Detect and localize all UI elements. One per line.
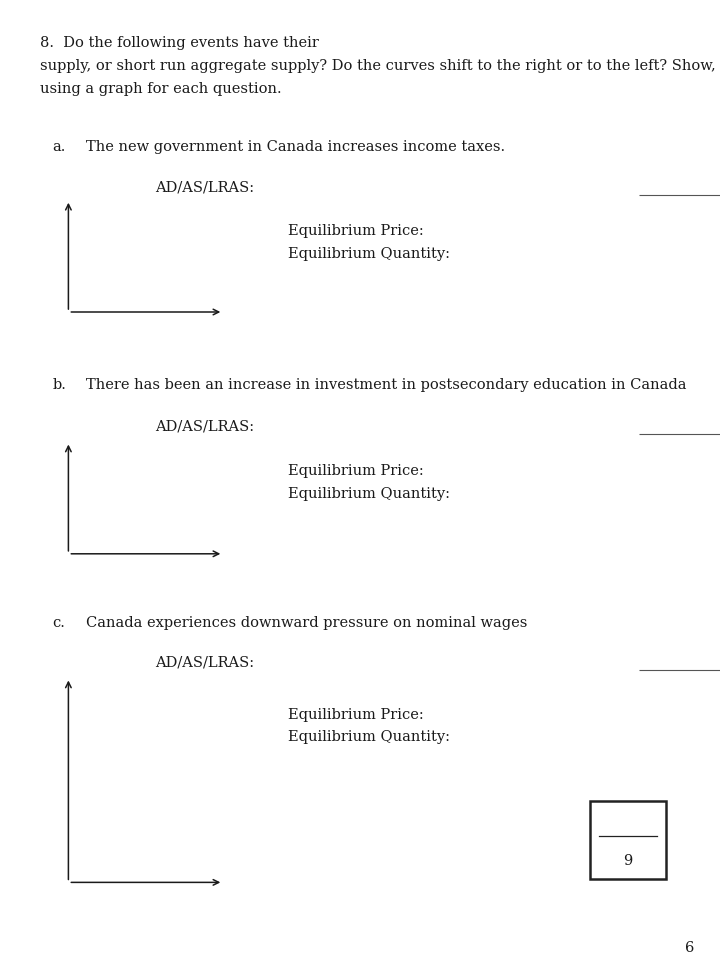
Text: 8.  Do the following events have their: 8. Do the following events have their — [40, 36, 323, 50]
Text: Equilibrium Quantity:: Equilibrium Quantity: — [288, 730, 450, 744]
Text: Equilibrium Quantity:: Equilibrium Quantity: — [288, 487, 450, 500]
Text: a.: a. — [53, 140, 66, 154]
Text: supply, or short run aggregate supply? Do the curves shift to the right or to th: supply, or short run aggregate supply? D… — [40, 58, 716, 73]
Text: Equilibrium Price:: Equilibrium Price: — [288, 708, 424, 722]
Text: Canada experiences downward pressure on nominal wages: Canada experiences downward pressure on … — [86, 616, 528, 630]
Text: 9: 9 — [624, 854, 633, 868]
Text: There has been an increase in investment in postsecondary education in Canada: There has been an increase in investment… — [86, 378, 687, 392]
Text: Equilibrium Price:: Equilibrium Price: — [288, 224, 424, 238]
Text: AD/AS/LRAS:: AD/AS/LRAS: — [155, 419, 254, 433]
Text: AD/AS/LRAS:: AD/AS/LRAS: — [155, 180, 254, 194]
Text: The new government in Canada increases income taxes.: The new government in Canada increases i… — [86, 140, 505, 154]
Text: b.: b. — [53, 378, 66, 392]
Text: AD/AS/LRAS:: AD/AS/LRAS: — [155, 655, 254, 669]
Text: using a graph for each question.: using a graph for each question. — [40, 82, 282, 96]
Bar — [590, 801, 666, 879]
Text: c.: c. — [53, 616, 66, 630]
Text: Equilibrium Quantity:: Equilibrium Quantity: — [288, 247, 450, 260]
Text: Equilibrium Price:: Equilibrium Price: — [288, 464, 424, 478]
Text: 6: 6 — [685, 942, 695, 956]
